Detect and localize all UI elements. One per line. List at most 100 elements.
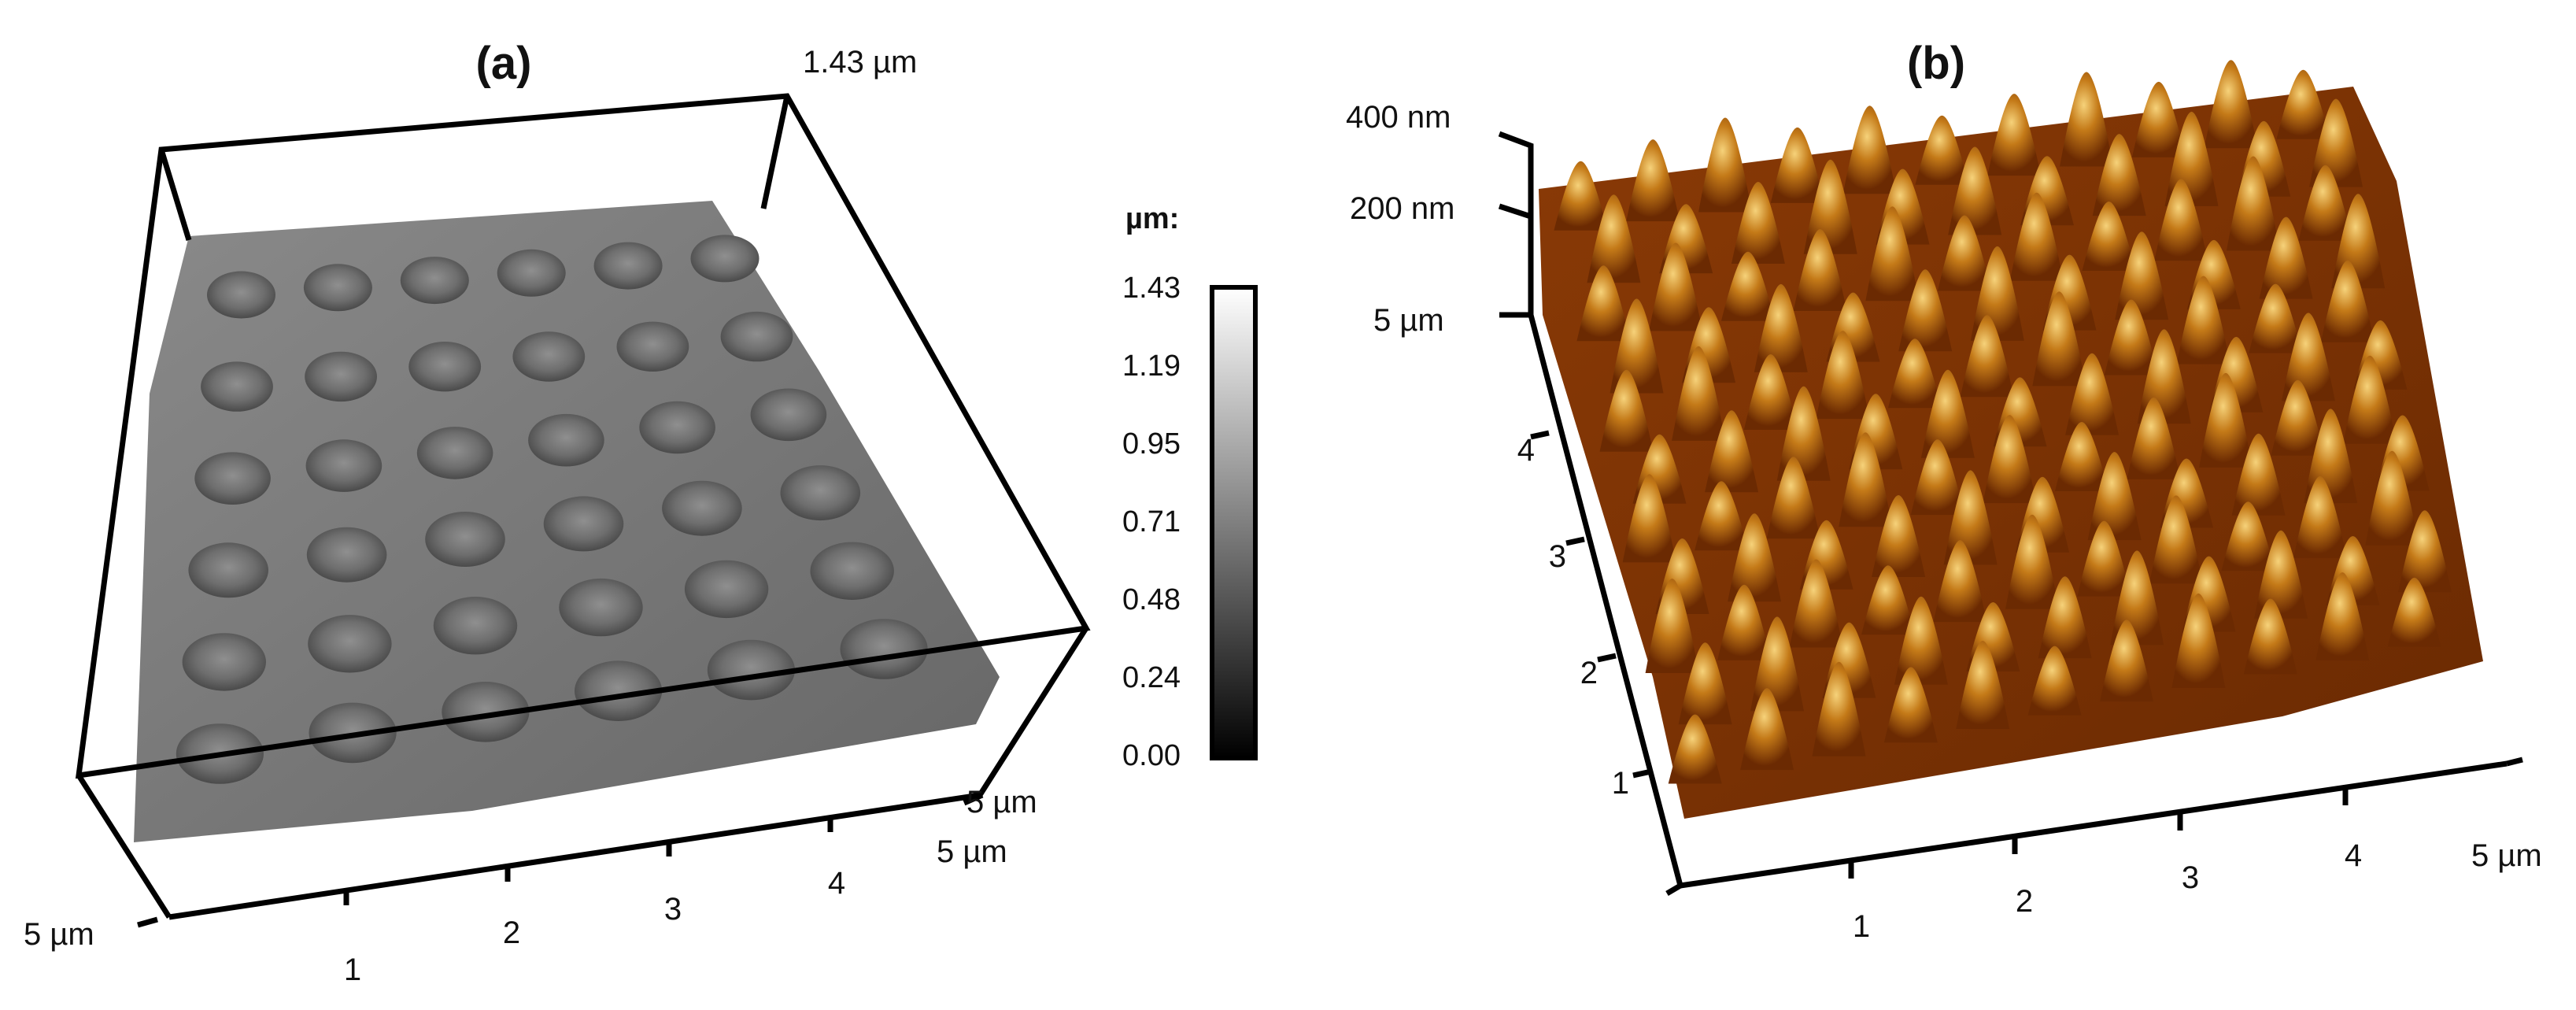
surface-peak xyxy=(1894,596,1948,685)
surface-peak xyxy=(2231,433,2286,516)
surface-pit xyxy=(780,465,861,521)
surface-peak xyxy=(2104,299,2158,376)
surface-peak xyxy=(1920,369,1975,458)
surface-peak xyxy=(1576,265,1631,342)
surface-peak xyxy=(1776,386,1831,481)
surface-pit xyxy=(707,639,796,701)
surface-peak xyxy=(2149,495,2203,584)
colorbar-tick-4: 0.48 xyxy=(1122,583,1181,616)
surface-peak xyxy=(1731,182,1785,264)
surface-pit xyxy=(616,321,689,372)
surface-pit xyxy=(433,597,518,655)
surface-peak xyxy=(2087,452,2142,541)
surface-peak xyxy=(2259,216,2313,299)
surface-pit xyxy=(308,615,392,673)
surface-peak xyxy=(1943,470,1998,565)
panel-b-y-ticks xyxy=(1530,430,1652,779)
surface-peak xyxy=(1861,565,1915,635)
panel-b-y-tick-2: 2 xyxy=(1580,656,1598,690)
panel-a-x-tick-2: 2 xyxy=(503,916,520,950)
surface-peak xyxy=(1672,346,1726,441)
panel-b-x-tick-3: 3 xyxy=(2182,860,2199,895)
surface-peak xyxy=(2005,514,2059,609)
surface-peak xyxy=(2221,501,2275,572)
surface-peak xyxy=(2298,165,2352,241)
surface-peak xyxy=(2077,520,2131,597)
surface-peak xyxy=(1793,229,1847,311)
surface-peak xyxy=(1720,251,1775,321)
panel-b-y-tick-1: 1 xyxy=(1612,766,1629,801)
surface-peak xyxy=(2281,313,2335,401)
panel-a-x-tick-3: 3 xyxy=(664,892,682,927)
colorbar-gradient xyxy=(1210,285,1258,760)
surface-peak xyxy=(1754,283,1808,372)
surface-peak xyxy=(1705,410,1759,493)
surface-peak xyxy=(2038,576,2092,659)
surface-peak xyxy=(2154,179,2208,261)
surface-peak xyxy=(1960,315,2014,398)
surface-peak xyxy=(1645,579,1699,673)
surface-peak xyxy=(2027,646,2082,716)
colorbar-tick-2: 0.95 xyxy=(1122,427,1181,461)
panel-b-x-ticks xyxy=(1848,788,2349,879)
surface-pit xyxy=(684,560,769,619)
surface-pit xyxy=(425,512,505,567)
panel-b-y-tick-4: 4 xyxy=(1517,433,1535,468)
surface-peak xyxy=(1842,105,1897,194)
surface-peak xyxy=(1956,641,2010,729)
colorbar-tick-5: 0.24 xyxy=(1122,661,1181,694)
panel-b-axes xyxy=(1498,131,2523,897)
surface-peak xyxy=(1649,242,1703,331)
surface-peak xyxy=(1839,432,1893,527)
surface-peak xyxy=(2271,379,2325,456)
surface-pit xyxy=(810,542,894,600)
surface-peak xyxy=(1599,369,1654,452)
surface-pit xyxy=(720,311,793,362)
surface-peak xyxy=(1750,616,1804,712)
surface-peak xyxy=(2397,510,2452,593)
surface-peak xyxy=(2127,397,2181,479)
surface-peak xyxy=(1766,457,1820,539)
surface-peak xyxy=(2054,422,2108,491)
surface-peak xyxy=(1948,146,2002,235)
surface-peak xyxy=(1698,117,1752,213)
surface-peak xyxy=(1695,481,1749,551)
surface-peak xyxy=(2131,81,2186,157)
surface-peak xyxy=(1554,161,1608,231)
surface-peak xyxy=(1622,474,1676,563)
panel-b-y-tick-3: 3 xyxy=(1549,539,1566,574)
panel-a-y-front-label: 5 µm xyxy=(24,917,94,952)
surface-peak xyxy=(1933,540,1987,623)
surface-pit xyxy=(188,542,268,598)
panel-a-x-ticks xyxy=(137,792,984,928)
panel-a-x-tick-1: 1 xyxy=(344,953,361,987)
surface-peak xyxy=(1865,206,1920,302)
surface-pit xyxy=(416,427,493,479)
surface-pit xyxy=(750,388,827,442)
surface-pit xyxy=(207,271,275,319)
surface-peak xyxy=(2254,530,2308,619)
surface-pit xyxy=(400,257,469,305)
surface-peak xyxy=(1587,194,1641,283)
surface-peak xyxy=(2082,202,2136,271)
surface-peak xyxy=(2171,593,2226,688)
surface-peak xyxy=(2343,355,2397,444)
surface-peak xyxy=(2249,283,2303,353)
panel-a-z-max-label: 1.43 µm xyxy=(803,45,917,80)
panel-b-x-tick-2: 2 xyxy=(2016,884,2033,919)
panel-b-z-label-400: 400 nm xyxy=(1346,100,1451,135)
surface-peak xyxy=(2315,572,2370,661)
surface-pit xyxy=(559,578,643,637)
panel-b-z-label-200: 200 nm xyxy=(1350,191,1454,226)
panel-b-x-tick-1: 1 xyxy=(1853,909,1870,944)
surface-peak xyxy=(1626,139,1680,222)
panel-b-peaks xyxy=(1554,60,2452,784)
surface-peak xyxy=(1872,495,1926,577)
surface-peak xyxy=(1883,667,1938,743)
colorbar-tick-0: 1.43 xyxy=(1122,272,1181,305)
panel-a: (a) 1 2 3 4 1.43 µm 5 µm 5 µm xyxy=(24,38,1258,987)
surface-peak xyxy=(2100,620,2153,702)
surface-pit xyxy=(303,264,372,312)
surface-peak xyxy=(1789,559,1843,648)
surface-peak xyxy=(2309,98,2363,187)
